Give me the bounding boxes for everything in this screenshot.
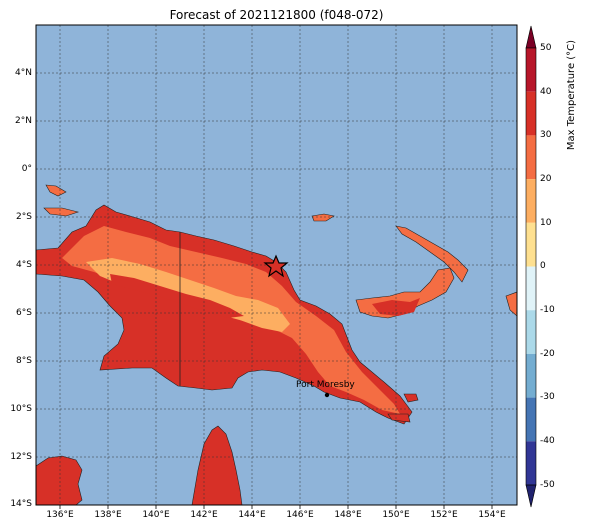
colorbar-extend-bottom <box>525 484 537 508</box>
cb-tick-20: 20 <box>540 174 552 184</box>
colorbar-frame <box>525 47 537 486</box>
lat-tick-2n: 2°N <box>15 116 32 126</box>
colorbar-segment <box>526 266 536 311</box>
tick-marks <box>59 505 493 509</box>
colorbar-extend-top <box>525 25 537 49</box>
city-label-port-moresby: Port Moresby <box>296 380 355 390</box>
colorbar-segment <box>526 222 536 267</box>
cb-tick-50: 50 <box>540 43 552 53</box>
port-moresby-dot <box>324 392 330 398</box>
lat-tick-14s: 14°S <box>10 499 32 509</box>
colorbar-segment <box>526 353 536 398</box>
colorbar <box>525 25 537 508</box>
new-ireland-island <box>395 225 469 283</box>
lon-tick-150e: 150°E <box>382 510 410 520</box>
colorbar-label: Max Temperature (°C) <box>566 39 577 151</box>
cb-tick-40: 40 <box>540 87 552 97</box>
colorbar-segment <box>526 397 536 442</box>
islet-west-2 <box>43 207 80 217</box>
cb-tick-minus50: -50 <box>540 480 555 490</box>
lon-tick-154e: 154°E <box>478 510 506 520</box>
lat-tick-2s: 2°S <box>16 212 32 222</box>
lon-tick-140e: 140°E <box>142 510 170 520</box>
lat-tick-8s: 8°S <box>16 356 32 366</box>
lon-tick-144e: 144°E <box>238 510 266 520</box>
lon-tick-148e: 148°E <box>334 510 362 520</box>
colorbar-segment <box>526 441 536 485</box>
lat-tick-12s: 12°S <box>10 452 32 462</box>
bougainville-island <box>505 291 517 317</box>
islet-west-1 <box>45 184 67 197</box>
lon-tick-138e: 138°E <box>94 510 122 520</box>
colorbar-segment <box>526 310 536 354</box>
colorbar-segment <box>526 179 536 223</box>
colorbar-segment <box>526 48 536 92</box>
lat-tick-4n: 4°N <box>15 68 32 78</box>
lon-tick-142e: 142°E <box>190 510 218 520</box>
lat-tick-4s: 4°S <box>16 260 32 270</box>
cb-tick-0: 0 <box>540 261 546 271</box>
lat-tick-6s: 6°S <box>16 308 32 318</box>
cb-tick-minus10: -10 <box>540 305 555 315</box>
lon-tick-136e: 136°E <box>46 510 74 520</box>
lon-tick-152e: 152°E <box>430 510 458 520</box>
cb-tick-minus40: -40 <box>540 436 555 446</box>
islet-se <box>403 393 419 403</box>
graticule <box>36 25 517 505</box>
lon-tick-146e: 146°E <box>286 510 314 520</box>
hot-ridge <box>110 274 244 318</box>
map-title: Forecast of 2021121800 (f048-072) <box>169 8 384 22</box>
cb-tick-30: 30 <box>540 130 552 140</box>
colorbar-segment <box>526 135 536 180</box>
islet-se-2 <box>387 413 411 423</box>
star-marker <box>263 254 289 278</box>
lat-tick-10s: 10°S <box>10 404 32 414</box>
cape-york <box>191 425 243 505</box>
manus-island <box>311 213 335 222</box>
cb-tick-10: 10 <box>540 218 552 228</box>
arnhem-land <box>36 455 83 505</box>
colorbar-segment <box>526 91 536 136</box>
cb-tick-minus20: -20 <box>540 349 555 359</box>
lat-tick-0: 0° <box>21 164 32 174</box>
cb-tick-minus30: -30 <box>540 392 555 402</box>
